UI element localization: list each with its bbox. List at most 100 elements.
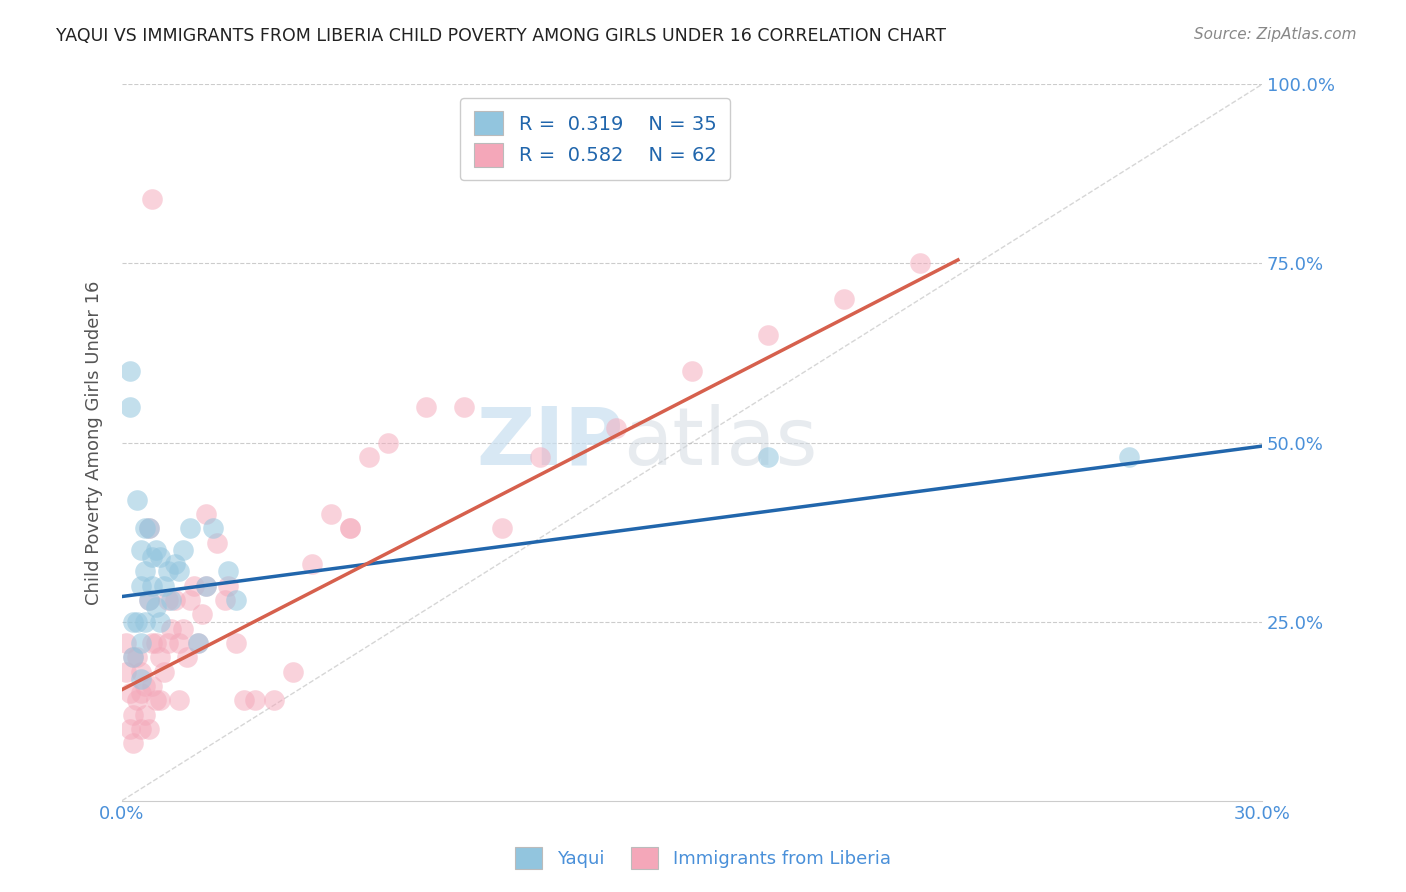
Point <box>129 686 152 700</box>
Point <box>167 636 190 650</box>
Point <box>160 622 183 636</box>
Point <box>179 521 201 535</box>
Point <box>377 435 399 450</box>
Point <box>605 421 627 435</box>
Point <box>134 679 156 693</box>
Point <box>232 693 254 707</box>
Point <box>832 293 855 307</box>
Point <box>243 693 266 707</box>
Point <box>194 579 217 593</box>
Point <box>165 558 187 572</box>
Point <box>145 600 167 615</box>
Point <box>187 636 209 650</box>
Point <box>183 579 205 593</box>
Point <box>167 565 190 579</box>
Point <box>138 521 160 535</box>
Point <box>122 707 145 722</box>
Text: atlas: atlas <box>624 403 818 482</box>
Point <box>138 521 160 535</box>
Point <box>263 693 285 707</box>
Point <box>756 328 779 343</box>
Point <box>217 579 239 593</box>
Point <box>165 593 187 607</box>
Point <box>115 636 138 650</box>
Point <box>127 693 149 707</box>
Point <box>145 636 167 650</box>
Point <box>172 543 194 558</box>
Point <box>129 672 152 686</box>
Point <box>160 593 183 607</box>
Legend: Yaqui, Immigrants from Liberia: Yaqui, Immigrants from Liberia <box>506 838 900 879</box>
Point <box>129 722 152 736</box>
Point <box>141 679 163 693</box>
Point <box>141 636 163 650</box>
Point <box>134 521 156 535</box>
Y-axis label: Child Poverty Among Girls Under 16: Child Poverty Among Girls Under 16 <box>86 280 103 605</box>
Point <box>127 615 149 629</box>
Text: YAQUI VS IMMIGRANTS FROM LIBERIA CHILD POVERTY AMONG GIRLS UNDER 16 CORRELATION : YAQUI VS IMMIGRANTS FROM LIBERIA CHILD P… <box>56 27 946 45</box>
Point <box>122 650 145 665</box>
Point <box>214 593 236 607</box>
Point <box>176 650 198 665</box>
Point <box>129 636 152 650</box>
Point <box>122 650 145 665</box>
Point <box>339 521 361 535</box>
Point <box>149 615 172 629</box>
Point <box>172 622 194 636</box>
Text: ZIP: ZIP <box>477 403 624 482</box>
Point <box>127 650 149 665</box>
Point <box>138 593 160 607</box>
Point <box>153 579 176 593</box>
Point <box>118 400 141 414</box>
Point <box>127 492 149 507</box>
Point <box>415 400 437 414</box>
Point <box>115 665 138 679</box>
Point <box>138 593 160 607</box>
Point <box>194 579 217 593</box>
Point <box>908 256 931 270</box>
Point <box>179 593 201 607</box>
Point <box>491 521 513 535</box>
Point <box>319 507 342 521</box>
Point <box>141 550 163 565</box>
Point <box>122 615 145 629</box>
Point <box>118 364 141 378</box>
Legend: R =  0.319    N = 35, R =  0.582    N = 62: R = 0.319 N = 35, R = 0.582 N = 62 <box>460 98 730 180</box>
Point <box>156 565 179 579</box>
Point <box>156 636 179 650</box>
Point <box>122 736 145 750</box>
Point <box>145 693 167 707</box>
Point <box>156 593 179 607</box>
Point <box>529 450 551 464</box>
Point <box>339 521 361 535</box>
Point <box>129 579 152 593</box>
Point <box>153 665 176 679</box>
Point <box>225 636 247 650</box>
Point <box>225 593 247 607</box>
Point <box>301 558 323 572</box>
Point <box>141 192 163 206</box>
Point <box>149 550 172 565</box>
Point <box>453 400 475 414</box>
Point <box>129 665 152 679</box>
Point <box>149 650 172 665</box>
Point <box>681 364 703 378</box>
Point <box>217 565 239 579</box>
Point <box>194 507 217 521</box>
Point <box>145 543 167 558</box>
Point <box>1118 450 1140 464</box>
Point <box>134 615 156 629</box>
Point <box>134 565 156 579</box>
Point <box>756 450 779 464</box>
Text: Source: ZipAtlas.com: Source: ZipAtlas.com <box>1194 27 1357 42</box>
Point <box>191 607 214 622</box>
Point <box>141 579 163 593</box>
Point <box>167 693 190 707</box>
Point <box>118 686 141 700</box>
Point <box>281 665 304 679</box>
Point <box>129 543 152 558</box>
Point <box>187 636 209 650</box>
Point <box>205 536 228 550</box>
Point <box>138 722 160 736</box>
Point <box>149 693 172 707</box>
